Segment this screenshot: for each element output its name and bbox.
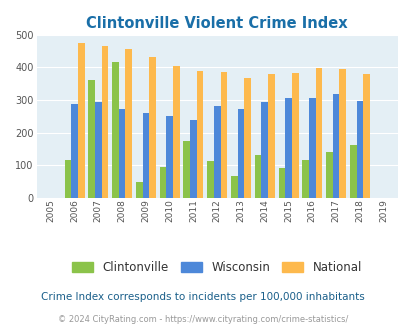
Text: © 2024 CityRating.com - https://www.cityrating.com/crime-statistics/: © 2024 CityRating.com - https://www.city… [58,315,347,324]
Bar [119,109,125,198]
Legend: Clintonville, Wisconsin, National: Clintonville, Wisconsin, National [67,256,366,279]
Bar [142,113,149,198]
Bar [244,78,250,198]
Bar [302,160,308,198]
Bar [278,168,284,198]
Bar [101,46,108,198]
Bar [332,94,339,198]
Bar [349,145,356,198]
Bar [183,141,190,198]
Bar [136,182,142,198]
Bar [362,74,369,198]
Bar [173,66,179,198]
Bar [166,116,173,198]
Bar [325,152,332,198]
Bar [78,43,84,198]
Bar [88,81,95,198]
Bar [230,176,237,198]
Bar [95,102,101,198]
Bar [254,154,261,198]
Bar [267,74,274,198]
Bar [356,101,362,198]
Bar [261,102,267,198]
Bar [64,160,71,198]
Bar [315,68,322,198]
Bar [284,98,291,198]
Bar [112,62,119,198]
Bar [149,57,156,198]
Bar [71,104,78,198]
Bar [213,106,220,198]
Bar [190,119,196,198]
Bar [220,72,227,198]
Bar [159,167,166,198]
Bar [125,49,132,198]
Bar [207,161,213,198]
Bar [237,109,244,198]
Title: Clintonville Violent Crime Index: Clintonville Violent Crime Index [86,16,347,31]
Bar [291,73,298,198]
Text: Crime Index corresponds to incidents per 100,000 inhabitants: Crime Index corresponds to incidents per… [41,292,364,302]
Bar [196,71,203,198]
Bar [308,98,315,198]
Bar [339,69,345,198]
